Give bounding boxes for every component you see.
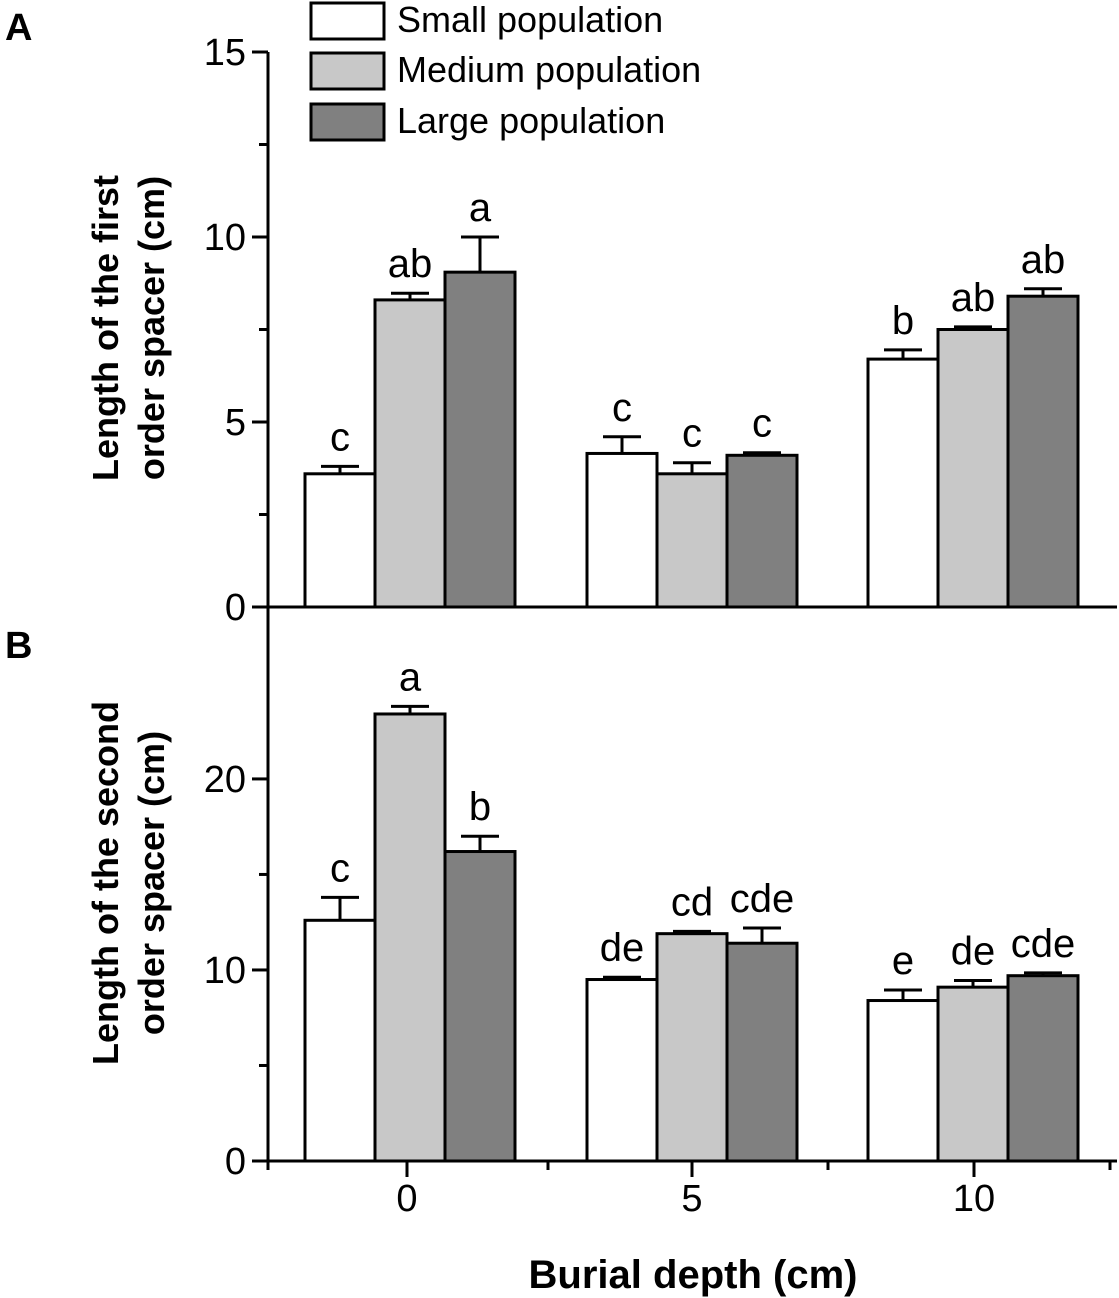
legend-swatch-medium [309, 51, 386, 91]
panel-b-ylabel-line-1: Length of the second [85, 701, 126, 1065]
panel-b: B Length of the second order spacer (cm)… [5, 607, 1117, 1220]
panel-b-letter-s1-c1: cd [671, 880, 713, 924]
panel-a-y-tick-label-0: 0 [225, 587, 246, 629]
panel-a-bar-s0-c0 [303, 472, 377, 609]
panel-a-bar-s0-c2 [866, 357, 940, 609]
panel-a-letter-s1-c1: c [682, 412, 702, 456]
panel-b-letter-s0-c1: de [600, 926, 645, 970]
panel-b-bar-s0-c1 [585, 978, 659, 1163]
panel-b-letter-s2-c0: b [469, 785, 491, 829]
panel-a-bar-s1-c2 [936, 328, 1010, 609]
panel-a-letter-s2-c0: a [469, 186, 492, 230]
panel-b-letter-s1-c2: de [951, 929, 996, 973]
panel-b-y-tick-label-0: 0 [225, 1141, 246, 1183]
panel-b-ylabel-line-2: order spacer (cm) [131, 731, 172, 1035]
x-tick-label-1: 5 [681, 1178, 702, 1220]
x-axis-title: Burial depth (cm) [529, 1253, 858, 1297]
panel-a-y-tick-label-2: 10 [204, 217, 246, 259]
panel-a-ylabel: Length of the first order spacer (cm) [85, 175, 172, 481]
panel-a-letter-s2-c2: ab [1021, 238, 1066, 282]
legend: Small population Medium population Large… [309, 0, 701, 142]
x-tick-label-2: 10 [953, 1178, 995, 1220]
panel-b-letter-s1-c0: a [399, 655, 422, 699]
panel-b-tag: B [5, 625, 32, 667]
panel-b-letter-s0-c2: e [892, 939, 914, 983]
panel-b-letter-s2-c2: cde [1011, 922, 1076, 966]
panel-b-bar-s2-c0 [443, 850, 517, 1163]
panel-b-letter-s2-c1: cde [730, 877, 795, 921]
panel-b-bar-s2-c2 [1006, 974, 1080, 1163]
panel-a-letter-s0-c1: c [612, 386, 632, 430]
panel-b-bar-s1-c2 [936, 985, 1010, 1163]
panel-a-ylabel-line-2: order spacer (cm) [131, 176, 172, 480]
panel-b-bar-s0-c2 [866, 999, 940, 1163]
panel-b-ylabel: Length of the second order spacer (cm) [85, 701, 172, 1065]
panel-a-letter-s2-c1: c [752, 402, 772, 446]
panel-a-tag: A [5, 7, 32, 49]
legend-label-large: Large population [397, 100, 665, 141]
panel-b-bar-s1-c1 [655, 932, 729, 1163]
x-tick-label-0: 0 [396, 1178, 417, 1220]
panel-b-letter-s0-c0: c [330, 846, 350, 890]
panel-a-letter-s1-c2: ab [951, 276, 996, 320]
panel-a-letter-s1-c0: ab [388, 242, 433, 286]
panel-a: A Length of the first order spacer (cm) … [5, 0, 1117, 629]
legend-label-medium: Medium population [397, 49, 701, 90]
panel-a-bar-s2-c1 [725, 453, 799, 609]
panel-a-y-tick-label-1: 5 [225, 402, 246, 444]
panel-a-bar-s0-c1 [585, 451, 659, 609]
panel-b-bar-s2-c1 [725, 941, 799, 1163]
legend-label-small: Small population [397, 0, 663, 40]
legend-swatch-small [309, 1, 386, 41]
panel-a-letter-s0-c0: c [330, 415, 350, 459]
panel-a-ylabel-line-1: Length of the first [85, 175, 126, 481]
panel-a-bar-s1-c0 [373, 298, 447, 609]
panel-a-bar-s1-c1 [655, 472, 729, 609]
panel-a-letter-s0-c2: b [892, 299, 914, 343]
panel-a-bar-s2-c0 [443, 270, 517, 609]
panel-b-bar-s0-c0 [303, 918, 377, 1163]
legend-swatch-large [309, 102, 386, 142]
panel-b-y-tick-label-2: 20 [204, 759, 246, 801]
panel-a-y-tick-label-3: 15 [204, 32, 246, 74]
panel-b-bar-s1-c0 [373, 712, 447, 1163]
panel-b-y-tick-label-1: 10 [204, 950, 246, 992]
panel-a-bar-s2-c2 [1006, 294, 1080, 609]
